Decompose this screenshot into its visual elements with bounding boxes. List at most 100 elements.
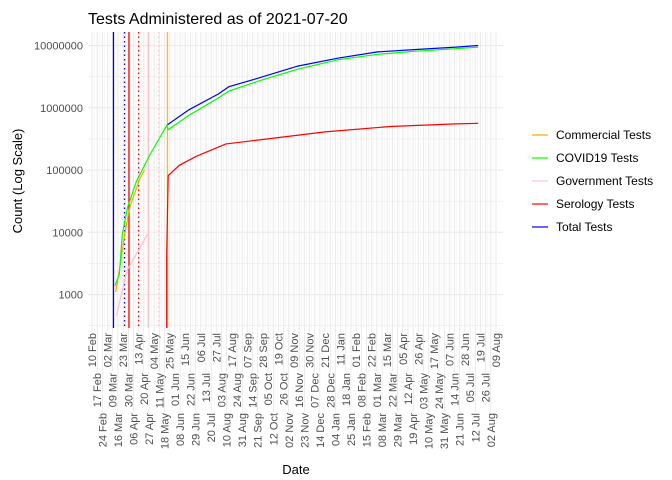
x-tick-label: 25 Jan <box>346 413 358 446</box>
x-tick-label: 21 Jun <box>455 413 467 446</box>
x-tick-label: 18 May <box>160 413 172 450</box>
y-tick-label: 10000000 <box>34 41 83 53</box>
x-tick-label: 22 Jun <box>185 373 197 406</box>
x-tick-label: 25 May <box>165 333 177 370</box>
legend-label: Government Tests <box>556 174 653 188</box>
x-tick-label: 16 Nov <box>294 373 306 408</box>
x-tick-label: 14 Dec <box>315 413 327 448</box>
x-tick-label: 22 Feb <box>367 333 379 367</box>
x-tick-label: 13 Jul <box>201 373 213 402</box>
legend-label: COVID19 Tests <box>556 151 638 165</box>
x-tick-label: 16 Mar <box>113 413 125 448</box>
x-tick-label: 19 Oct <box>274 333 286 365</box>
x-tick-label: 17 Aug <box>227 333 239 367</box>
x-tick-label: 19 Jul <box>476 333 488 362</box>
x-tick-label: 22 Mar <box>387 373 399 408</box>
x-tick-label: 11 Jan <box>336 333 348 365</box>
x-tick-label: 08 Jun <box>175 413 187 446</box>
x-tick-label: 30 Nov <box>305 333 317 368</box>
x-tick-label: 03 Aug <box>217 373 229 407</box>
series-line-serology-tests <box>166 122 479 328</box>
y-axis-title: Count (Log Scale) <box>10 129 25 234</box>
x-tick-label: 07 Dec <box>310 373 322 408</box>
x-tick-label: 08 Mar <box>377 413 389 448</box>
x-tick-label: 29 Mar <box>393 413 405 448</box>
x-tick-label: 10 Feb <box>87 333 99 367</box>
x-tick-label: 23 Nov <box>299 413 311 448</box>
legend-label: Total Tests <box>556 220 612 234</box>
legend-label: Serology Tests <box>556 197 635 211</box>
x-tick-label: 24 May <box>434 373 446 410</box>
series-line-covid19-tests <box>114 46 479 287</box>
x-tick-label: 07 Sep <box>242 333 254 368</box>
x-tick-label: 10 May <box>424 413 436 450</box>
x-tick-label: 20 Apr <box>139 373 151 405</box>
x-tick-label: 18 Jan <box>341 373 353 406</box>
x-tick-label: 04 May <box>149 333 161 370</box>
x-tick-label: 28 Sep <box>258 333 270 368</box>
x-tick-label: 31 Aug <box>237 413 249 447</box>
x-tick-label: 19 Apr <box>408 413 420 445</box>
x-tick-label: 30 Mar <box>123 373 135 408</box>
x-tick-label: 05 Oct <box>263 373 275 405</box>
legend: Commercial Tests COVID19 Tests Government … <box>532 128 653 234</box>
x-axis-ticks: 10 Feb 17 Feb 24 Feb 02 Mar 09 Mar 16 Mar 23 M… <box>87 328 503 449</box>
x-tick-label: 05 Apr <box>398 333 410 365</box>
x-tick-label: 14 Sep <box>248 373 260 408</box>
x-tick-label: 23 Mar <box>118 333 130 368</box>
x-tick-label: 01 Mar <box>372 373 384 408</box>
x-tick-label: 12 Apr <box>403 373 415 405</box>
x-tick-label: 17 May <box>429 333 441 370</box>
x-tick-label: 21 Dec <box>320 333 332 368</box>
x-tick-label: 09 Nov <box>289 333 301 368</box>
x-tick-label: 12 Oct <box>268 413 280 445</box>
series-line-government-tests <box>115 233 149 317</box>
x-tick-label: 02 Mar <box>103 333 115 368</box>
x-tick-label: 24 Aug <box>232 373 244 407</box>
series-line-commercial-tests <box>115 169 146 293</box>
x-tick-label: 28 Jun <box>460 333 472 366</box>
x-tick-label: 29 Jun <box>191 413 203 446</box>
x-tick-label: 09 Aug <box>491 333 503 367</box>
x-tick-label: 26 Apr <box>413 333 425 365</box>
reference-lines <box>112 32 169 328</box>
x-tick-label: 01 Feb <box>351 333 363 367</box>
legend-label: Commercial Tests <box>556 128 651 142</box>
y-tick-label: 1000 <box>59 290 83 302</box>
series-line-total-tests <box>167 44 479 126</box>
y-tick-label: 10000 <box>52 227 83 239</box>
x-tick-label: 17 Feb <box>92 373 104 407</box>
x-tick-label: 10 Aug <box>222 413 234 447</box>
x-tick-label: 21 Sep <box>253 413 265 448</box>
x-tick-label: 05 Jul <box>465 373 477 402</box>
x-tick-label: 12 Jul <box>470 413 482 442</box>
x-tick-label: 07 Jun <box>444 333 456 366</box>
x-tick-label: 04 Jan <box>330 413 342 446</box>
y-axis-ticks: 1000 10000 100000 1000000 10000000 <box>34 41 83 302</box>
x-tick-label: 28 Dec <box>325 373 337 408</box>
x-tick-label: 26 Jul <box>481 373 493 402</box>
x-tick-label: 27 Apr <box>144 413 156 445</box>
x-tick-label: 01 Jun <box>170 373 182 406</box>
y-tick-label: 1000000 <box>40 103 83 115</box>
y-tick-label: 100000 <box>46 165 83 177</box>
x-tick-label: 13 Apr <box>134 333 146 365</box>
x-tick-label: 02 Aug <box>486 413 498 447</box>
x-axis-title: Date <box>282 462 309 477</box>
x-tick-label: 06 Jul <box>196 333 208 362</box>
x-tick-label: 31 May <box>439 413 451 450</box>
x-tick-label: 14 Jun <box>450 373 462 406</box>
x-tick-label: 26 Oct <box>279 373 291 405</box>
x-tick-label: 15 Jun <box>180 333 192 366</box>
x-tick-label: 08 Feb <box>356 373 368 407</box>
x-tick-label: 24 Feb <box>97 413 109 447</box>
x-tick-label: 15 Feb <box>362 413 374 447</box>
x-tick-label: 02 Nov <box>284 413 296 448</box>
grid <box>88 32 503 328</box>
chart-title: Tests Administered as of 2021-07-20 <box>88 11 348 28</box>
x-tick-label: 20 Jul <box>206 413 218 442</box>
series-lines <box>114 44 479 328</box>
x-tick-label: 27 Jul <box>211 333 223 362</box>
x-tick-label: 09 Mar <box>108 373 120 408</box>
x-tick-label: 06 Apr <box>128 413 140 445</box>
